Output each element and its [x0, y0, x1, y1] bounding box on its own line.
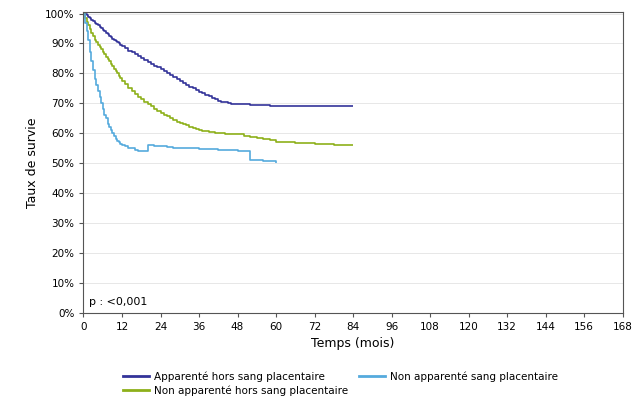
Text: p : <0,001: p : <0,001 — [89, 297, 147, 307]
X-axis label: Temps (mois): Temps (mois) — [311, 337, 395, 350]
Legend: Apparenté hors sang placentaire, Non apparenté hors sang placentaire, Non appare: Apparenté hors sang placentaire, Non app… — [119, 367, 562, 400]
Y-axis label: Taux de survie: Taux de survie — [26, 117, 39, 208]
